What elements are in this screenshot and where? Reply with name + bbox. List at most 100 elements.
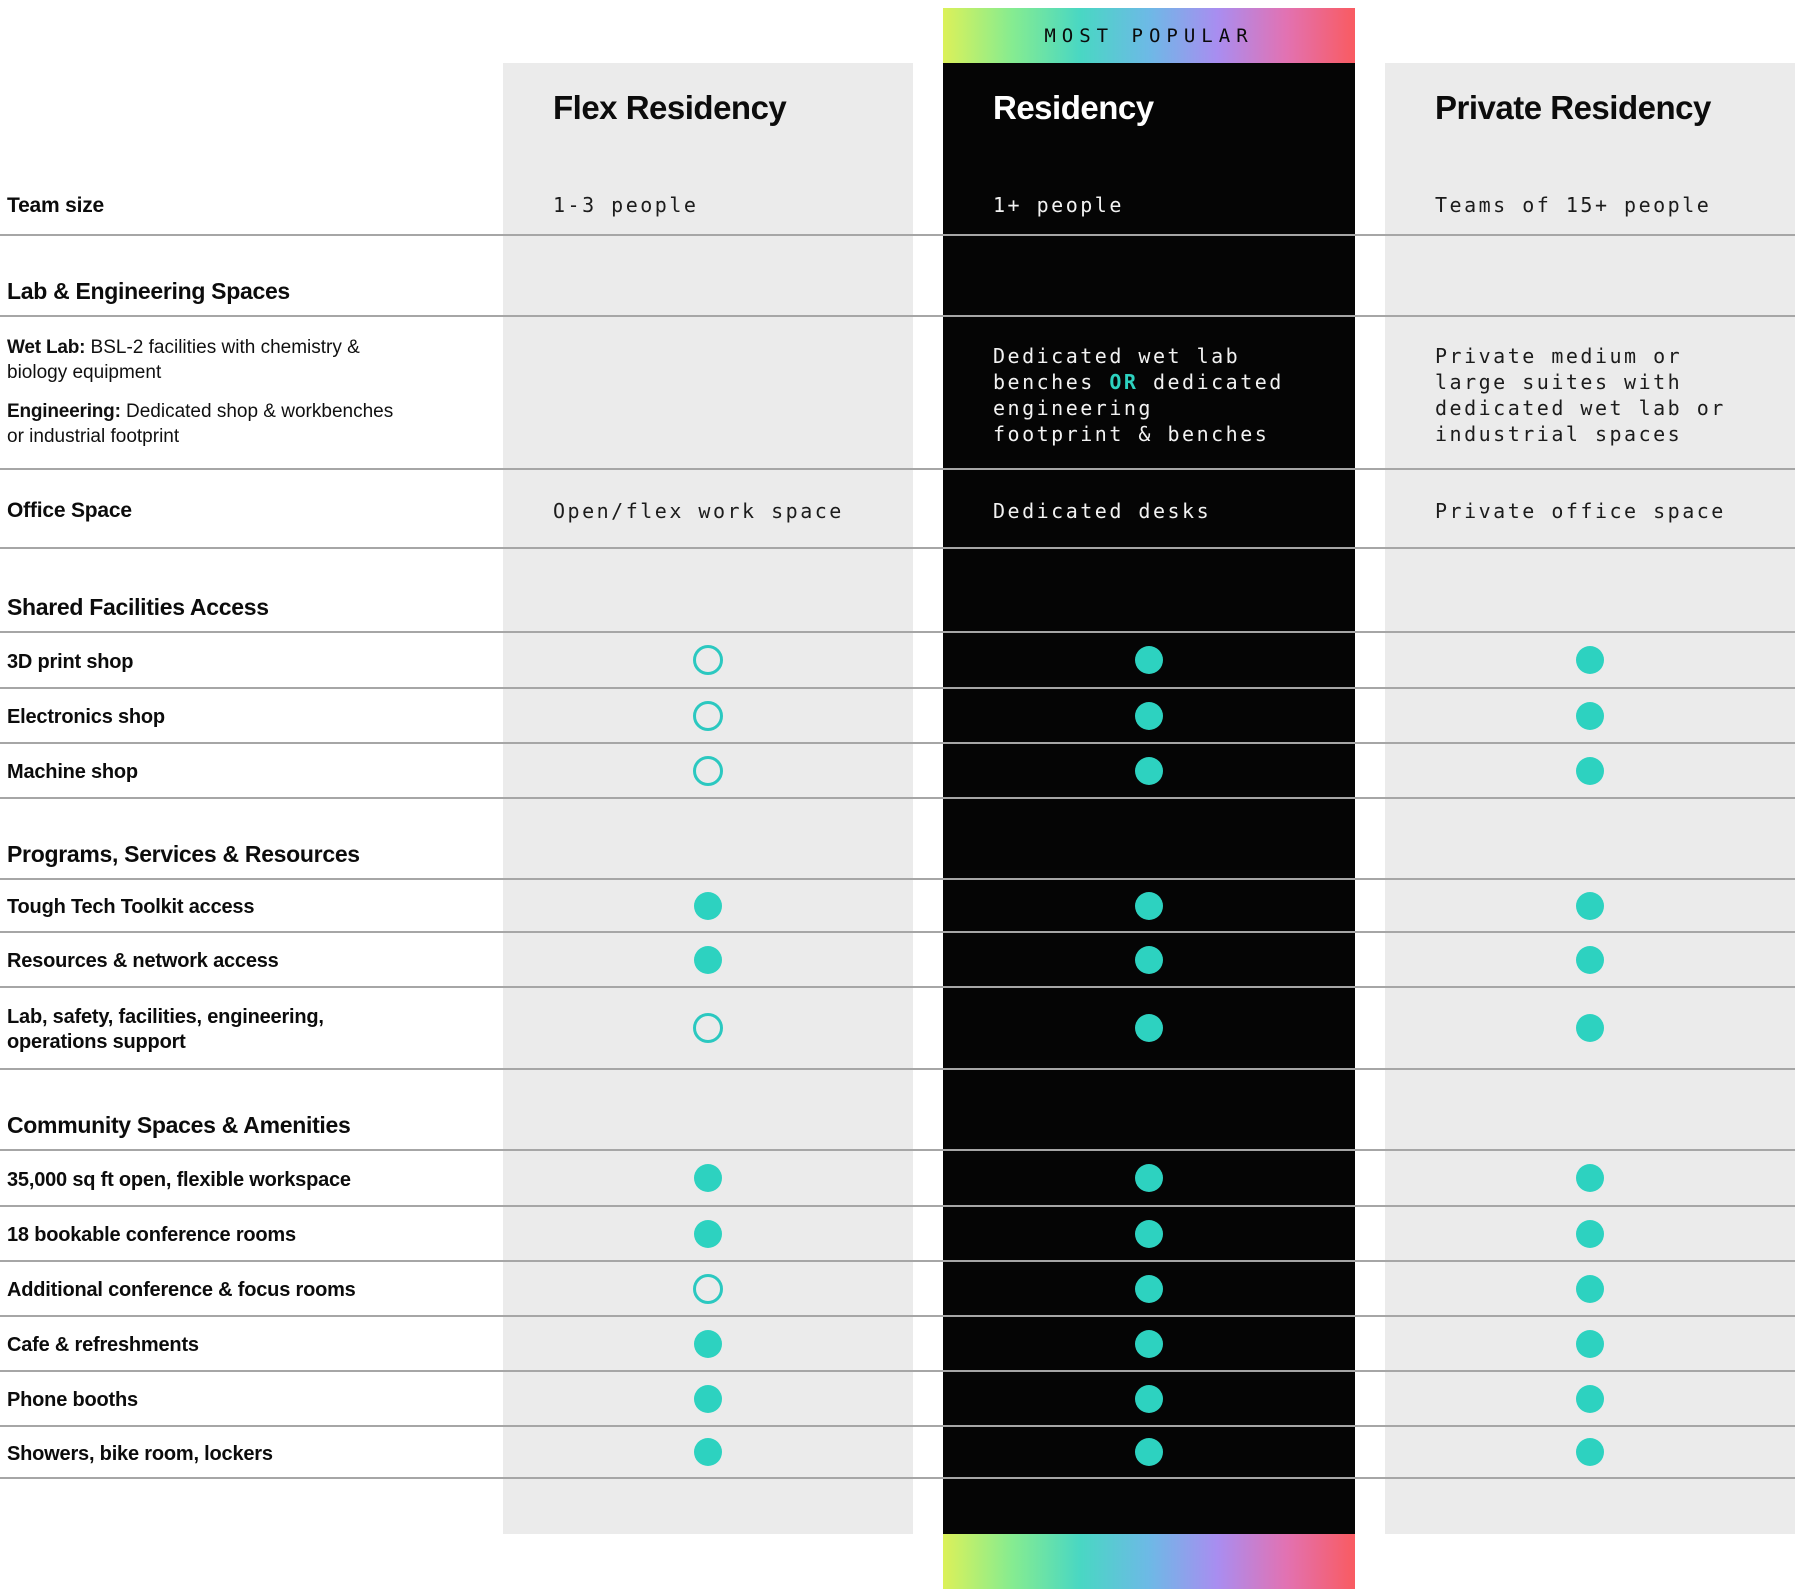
- section-header-label: Programs, Services & Resources: [7, 841, 360, 867]
- feature-row-label: Additional conference & focus rooms: [7, 1279, 356, 1301]
- column-gap: [1355, 799, 1385, 878]
- column-gap: [913, 988, 943, 1068]
- included-dot-icon: [1135, 1384, 1163, 1413]
- plan-cell-priv: [1385, 1427, 1795, 1477]
- plan-cell-res: [943, 799, 1355, 878]
- plan-cell-flex: [503, 1070, 913, 1149]
- plan-cell-text: Private medium or large suites with dedi…: [1435, 344, 1726, 446]
- limited-dot-icon: [693, 700, 723, 731]
- plan-cell-flex: [503, 1262, 913, 1315]
- included-dot-icon: [1135, 646, 1163, 674]
- feature-row-label: Electronics shop: [7, 706, 165, 728]
- included-dot-icon: [694, 1438, 722, 1466]
- table-row-shared-facilities-access: Shared Facilities Access: [0, 549, 1795, 633]
- plan-cell-flex: [503, 549, 913, 631]
- plan-cell-flex: [503, 1207, 913, 1260]
- plan-cell-flex: [503, 1317, 913, 1370]
- plan-cell-priv: [1385, 633, 1795, 687]
- plan-cell-res: [943, 1372, 1355, 1425]
- column-gap: [913, 470, 943, 547]
- plan-cell-priv: [1385, 549, 1795, 631]
- included-dot-icon: [1576, 1274, 1604, 1303]
- included-dot-icon: [1576, 891, 1604, 920]
- row-label-cell: Showers, bike room, lockers: [0, 1427, 503, 1477]
- row-label-cell: 18 bookable conference rooms: [0, 1207, 503, 1260]
- plan-cell-priv: [1385, 799, 1795, 878]
- plan-cell-flex: Flex Residency 1-3 people: [503, 63, 913, 234]
- plan-cell-flex: [503, 1151, 913, 1205]
- column-gap: [913, 236, 943, 315]
- plan-cell-flex: [503, 933, 913, 986]
- included-dot-icon: [1576, 1384, 1604, 1413]
- plan-team-size: Teams of 15+ people: [1435, 193, 1712, 217]
- included-dot-icon: [1135, 891, 1163, 920]
- column-gap: [1355, 1070, 1385, 1149]
- feature-row-label: Phone booths: [7, 1389, 138, 1411]
- column-gap: [913, 549, 943, 631]
- row-label-cell: Electronics shop: [0, 689, 503, 742]
- included-dot-icon: [1135, 945, 1163, 974]
- plan-cell-res: [943, 549, 1355, 631]
- column-gap: [913, 689, 943, 742]
- included-dot-icon: [1576, 701, 1604, 730]
- plan-team-size: 1-3 people: [553, 193, 699, 217]
- table-row-tough-tech-toolkit-access: Tough Tech Toolkit access: [0, 880, 1795, 933]
- plan-cell-priv: [1385, 1372, 1795, 1425]
- row-label-cell: Shared Facilities Access: [0, 549, 503, 631]
- plan-cell-flex: [503, 236, 913, 315]
- included-dot-icon: [694, 1164, 722, 1192]
- table-row-lab-engineering-spaces: Lab & Engineering Spaces: [0, 236, 1795, 317]
- plan-cell-flex: [503, 1479, 913, 1534]
- most-popular-label: MOST POPULAR: [1044, 24, 1254, 47]
- plan-cell-priv: [1385, 988, 1795, 1068]
- plan-cell-flex: [503, 880, 913, 931]
- plan-cell-flex: [503, 799, 913, 878]
- plan-cell-priv: Private medium or large suites with dedi…: [1385, 317, 1795, 468]
- column-gap: [1355, 549, 1385, 631]
- plan-cell-res: [943, 1427, 1355, 1477]
- table-row-programs-services-resources: Programs, Services & Resources: [0, 799, 1795, 880]
- row-label-cell: Team size: [0, 63, 503, 234]
- plan-cell-flex: [503, 633, 913, 687]
- feature-row-label: Machine shop: [7, 761, 138, 783]
- plan-cell-priv: Private office space: [1385, 470, 1795, 547]
- column-gap: [1355, 1427, 1385, 1477]
- plan-cell-flex: [503, 1372, 913, 1425]
- plan-cell-priv: Private Residency Teams of 15+ people: [1385, 63, 1795, 234]
- row-label-cell: Office Space: [0, 470, 503, 547]
- feature-row-label: Cafe & refreshments: [7, 1334, 199, 1356]
- column-gap: [913, 1207, 943, 1260]
- plan-cell-res: [943, 689, 1355, 742]
- plan-cell-priv: [1385, 236, 1795, 315]
- plan-cell-res: [943, 1317, 1355, 1370]
- table-row-showers-bike-room-lockers: Showers, bike room, lockers: [0, 1427, 1795, 1479]
- column-gap: [1355, 744, 1385, 797]
- table-row-phone-booths: Phone booths: [0, 1372, 1795, 1427]
- included-dot-icon: [1576, 1438, 1604, 1466]
- plan-cell-res: [943, 1070, 1355, 1149]
- table-row-cafe-refreshments: Cafe & refreshments: [0, 1317, 1795, 1372]
- included-dot-icon: [1576, 756, 1604, 785]
- limited-dot-icon: [693, 1013, 723, 1043]
- column-gap: [913, 1262, 943, 1315]
- plan-cell-priv: [1385, 1151, 1795, 1205]
- column-gap: [913, 799, 943, 878]
- column-gap: [913, 633, 943, 687]
- column-gap: [913, 63, 943, 234]
- row-label-cell: Resources & network access: [0, 933, 503, 986]
- table-rows: Team size Flex Residency 1-3 people Residen…: [0, 63, 1795, 1534]
- included-dot-icon: [694, 945, 722, 974]
- column-gap: [913, 933, 943, 986]
- row-label-cell: Phone booths: [0, 1372, 503, 1425]
- column-gap: [1355, 880, 1385, 931]
- included-dot-icon: [1135, 701, 1163, 730]
- column-gap: [1355, 1317, 1385, 1370]
- included-dot-icon: [1135, 1219, 1163, 1248]
- column-gap: [1355, 633, 1385, 687]
- feature-row-label: 18 bookable conference rooms: [7, 1224, 296, 1246]
- column-gap: [1355, 470, 1385, 547]
- plan-cell-res: Residency 1+ people: [943, 63, 1355, 234]
- plan-cell-res: [943, 1207, 1355, 1260]
- feature-row-label: Showers, bike room, lockers: [7, 1442, 273, 1465]
- column-gap: [913, 1070, 943, 1149]
